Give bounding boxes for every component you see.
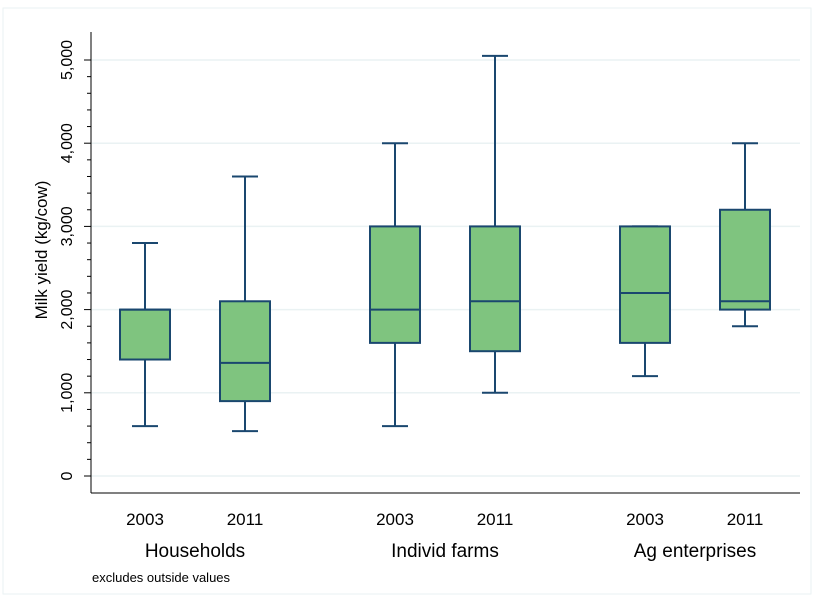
- box-iqr: [119, 308, 171, 361]
- box-iqr: [719, 208, 771, 311]
- chart-note: excludes outside values: [92, 570, 231, 585]
- x-group-label: Households: [145, 541, 245, 562]
- x-year-label: 2011: [727, 510, 764, 529]
- grid-lines: [91, 59, 800, 477]
- x-year-label: 2011: [227, 510, 264, 529]
- y-tick-label: 5,000: [59, 40, 76, 80]
- x-year-label: 2003: [626, 510, 664, 529]
- x-group-label: Ag enterprises: [634, 541, 757, 562]
- y-tick-label: 1,000: [59, 373, 76, 413]
- box-iqr: [369, 225, 421, 344]
- y-tick-label: 0: [59, 471, 76, 480]
- x-year-label: 2003: [376, 510, 414, 529]
- y-tick-label: 4,000: [59, 123, 76, 163]
- x-axis-labels: 2003 2011 Households 2003 2011 Individ farms 2…: [126, 510, 763, 562]
- box-iqr: [469, 225, 521, 353]
- x-group-label: Individ farms: [391, 541, 499, 562]
- y-tick-label: 3,000: [59, 206, 76, 246]
- x-year-label: 2003: [126, 510, 164, 529]
- x-year-label: 2011: [477, 510, 514, 529]
- y-axis-ticks: 0 1,000 2,000 3,000 4,000 5,000: [59, 40, 91, 480]
- y-tick-label: 2,000: [59, 289, 76, 329]
- box-iqr: [219, 300, 271, 403]
- boxes: [119, 54, 771, 433]
- box-iqr: [619, 225, 671, 344]
- y-axis-title: Milk yield (kg/cow): [32, 181, 51, 320]
